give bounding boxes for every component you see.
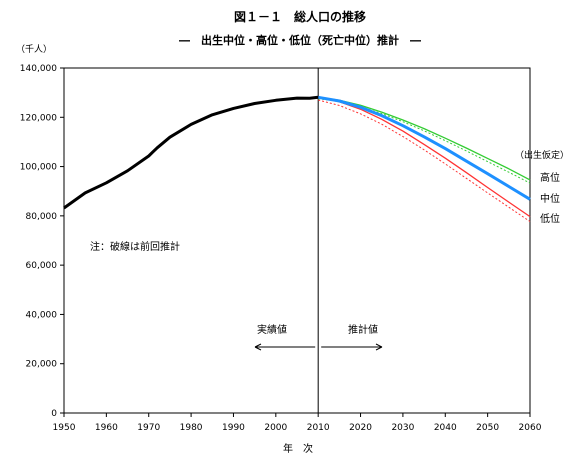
projection-arrow-head xyxy=(375,343,383,351)
x-tick-label: 2020 xyxy=(349,423,372,433)
x-tick-label: 2000 xyxy=(264,423,287,433)
series-label: 低位 xyxy=(540,212,560,225)
x-axis-label: 年 次 xyxy=(283,442,313,455)
y-tick-label: 100,000 xyxy=(20,163,57,173)
plot-frame xyxy=(63,67,531,414)
actual-values-label: 実績値 xyxy=(257,323,287,336)
y-tick-label: 20,000 xyxy=(26,360,58,370)
y-tick-label: 60,000 xyxy=(26,261,58,271)
series-label: 高位 xyxy=(540,171,560,184)
x-tick-label: 1990 xyxy=(222,423,245,433)
legend-title: （出生仮定） xyxy=(515,149,569,161)
y-tick-label: 40,000 xyxy=(26,310,58,320)
x-tick-label: 2060 xyxy=(519,423,542,433)
series-line xyxy=(318,99,531,222)
plot-area: 0 20,000 40,000 60,000 80,000 100,000 120,000 1… xyxy=(20,64,560,433)
chart-subtitle: ― 出生中位・高位・低位（死亡中位）推計 ― xyxy=(179,33,421,47)
actual-arrow-head xyxy=(254,343,262,351)
series-line xyxy=(63,95,319,210)
x-tick-label: 1980 xyxy=(180,423,203,433)
y-tick-label: 80,000 xyxy=(26,212,58,222)
y-tick-label: 120,000 xyxy=(20,113,57,123)
note-text: 注：破線は前回推計 xyxy=(90,240,180,253)
x-tick-label: 2030 xyxy=(391,423,414,433)
series-label: 中位 xyxy=(540,192,560,205)
x-tick-label: 1960 xyxy=(95,423,118,433)
projection-values-label: 推計値 xyxy=(348,323,378,336)
y-axis-unit-label: （千人） xyxy=(16,44,52,55)
series-line xyxy=(318,96,531,181)
y-tick-label: 140,000 xyxy=(20,64,57,74)
x-tick-label: 1970 xyxy=(137,423,160,433)
x-tick-label: 1950 xyxy=(53,423,76,433)
chart-title: 図１－１ 総人口の推移 xyxy=(234,9,366,24)
series-line xyxy=(318,98,531,184)
series-line xyxy=(318,96,531,218)
x-tick-label: 2010 xyxy=(307,423,330,433)
series-line xyxy=(317,95,531,201)
x-tick-label: 2050 xyxy=(476,423,499,433)
y-tick-label: 0 xyxy=(51,409,57,419)
x-tick-label: 2040 xyxy=(434,423,457,433)
